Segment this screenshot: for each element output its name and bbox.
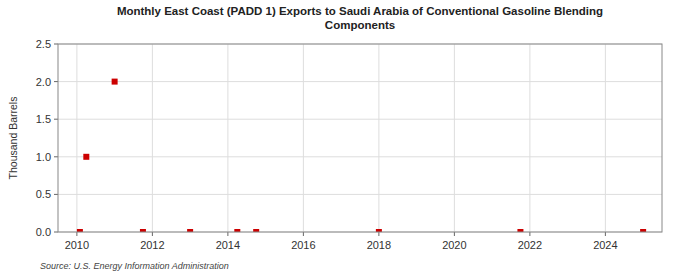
tick-label: 2022 (518, 239, 542, 251)
tick-mark (54, 119, 58, 120)
title-line: Monthly East Coast (PADD 1) Exports to S… (117, 5, 603, 17)
grid-line (76, 44, 77, 232)
tick-label: 0.5 (36, 188, 51, 200)
point (83, 154, 89, 160)
tick-mark (76, 232, 77, 236)
point (112, 79, 118, 85)
tick-label: 0.0 (36, 226, 51, 238)
grid-line (605, 44, 606, 232)
grid-line (227, 44, 228, 232)
tick-label: 2018 (367, 239, 391, 251)
grid-line (58, 119, 662, 120)
title-line: Components (325, 19, 395, 31)
tick-mark (529, 232, 530, 236)
tick-label: 1.0 (36, 151, 51, 163)
tick-label: 2024 (593, 239, 617, 251)
grid-line (58, 194, 662, 195)
tick-mark (54, 194, 58, 195)
tick-label: 1.5 (36, 113, 51, 125)
ticks: 0.0 0.5 1.0 1.5 2.0 2.5 2010 2012 2014 2016 2018 20… (36, 38, 618, 251)
grid-line (58, 156, 662, 157)
tick-mark (54, 81, 58, 82)
plot-frame (58, 44, 662, 232)
source-note: Source: U.S. Energy Information Administ… (40, 261, 229, 271)
y-axis-label: Thousand Barrels (7, 97, 19, 180)
grid (58, 44, 662, 232)
tick-mark (605, 232, 606, 236)
tick-mark (54, 44, 58, 45)
tick-mark (54, 156, 58, 157)
chart: 0.0 0.5 1.0 1.5 2.0 2.5 2010 2012 2014 2016 2018 20… (0, 0, 675, 275)
grid-line (58, 81, 662, 82)
grid-line (454, 44, 455, 232)
tick-label: 2010 (65, 239, 89, 251)
tick-mark (454, 232, 455, 236)
grid-line (152, 44, 153, 232)
tick-label: 2020 (442, 239, 466, 251)
chart-container: 0.0 0.5 1.0 1.5 2.0 2.5 2010 2012 2014 2016 2018 20… (0, 0, 675, 275)
tick-label: 2016 (291, 239, 315, 251)
grid-line (529, 44, 530, 232)
tick-label: 2012 (140, 239, 164, 251)
tick-label: 2.5 (36, 38, 51, 50)
tick-mark (54, 232, 58, 233)
tick-mark (227, 232, 228, 236)
grid-line (303, 44, 304, 232)
tick-label: 2014 (216, 239, 240, 251)
title: Monthly East Coast (PADD 1) Exports to S… (117, 5, 603, 31)
tick-mark (378, 232, 379, 236)
tick-label: 2.0 (36, 76, 51, 88)
plot-area (58, 44, 662, 232)
points (77, 79, 646, 232)
tick-mark (152, 232, 153, 236)
tick-mark (303, 232, 304, 236)
grid-line (378, 44, 379, 232)
